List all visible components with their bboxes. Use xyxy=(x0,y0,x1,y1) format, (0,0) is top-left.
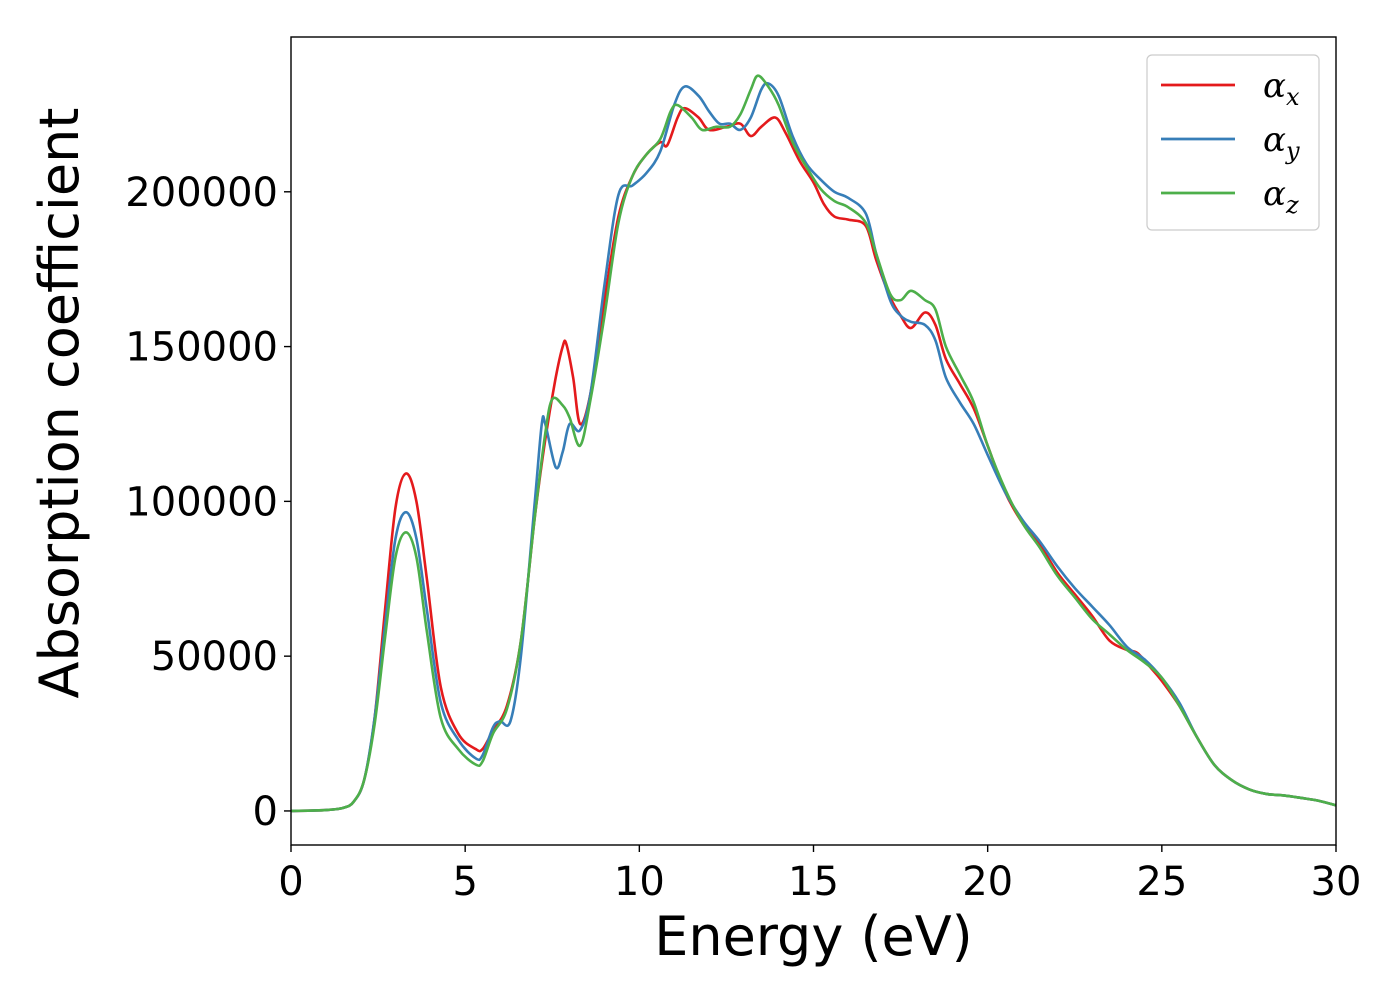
legend: αx αy αz xyxy=(1146,54,1320,231)
x-tick-label: 30 xyxy=(1311,859,1362,905)
legend-box xyxy=(1146,54,1320,231)
series-line-y xyxy=(290,81,1337,813)
legend-label-z: αz xyxy=(1263,174,1299,219)
x-tick-label: 0 xyxy=(278,859,303,905)
x-axis-label: Energy (eV) xyxy=(654,905,973,968)
series-line-z xyxy=(290,74,1337,813)
y-axis-label: Absorption coefficient xyxy=(28,108,91,699)
plot-series-group xyxy=(290,74,1337,813)
y-tick-label: 50000 xyxy=(151,634,278,680)
x-tick-label: 25 xyxy=(1136,859,1187,905)
x-axis-ticks: 0 5 10 15 20 25 30 xyxy=(278,845,1361,905)
legend-label-y: αy xyxy=(1263,120,1300,165)
series-line-x xyxy=(290,106,1337,813)
x-tick-label: 15 xyxy=(788,859,839,905)
y-tick-label: 150000 xyxy=(125,325,278,371)
y-tick-label: 200000 xyxy=(125,170,278,216)
legend-label-x: αx xyxy=(1263,66,1300,111)
x-tick-label: 5 xyxy=(452,859,477,905)
y-axis-ticks: 0 50000 100000 150000 200000 xyxy=(125,170,291,835)
x-tick-label: 20 xyxy=(962,859,1013,905)
y-tick-label: 0 xyxy=(253,789,278,835)
y-tick-label: 100000 xyxy=(125,479,278,525)
x-tick-label: 10 xyxy=(614,859,665,905)
